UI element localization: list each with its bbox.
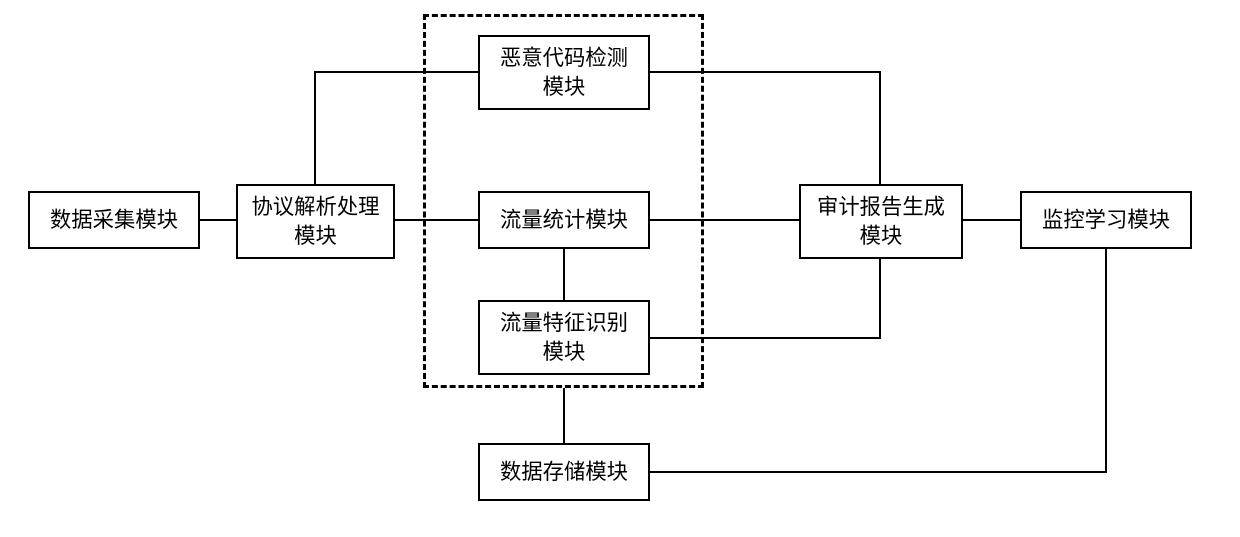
node-audit-report: 审计报告生成 模块 xyxy=(799,184,963,259)
node-traffic-stats: 流量统计模块 xyxy=(478,191,650,249)
node-label: 恶意代码检测 模块 xyxy=(500,44,628,102)
node-data-collection: 数据采集模块 xyxy=(28,191,200,249)
node-label: 协议解析处理 模块 xyxy=(252,193,380,251)
node-label: 数据采集模块 xyxy=(50,206,178,235)
node-protocol-parse: 协议解析处理 模块 xyxy=(236,184,395,259)
diagram-canvas: 数据采集模块 协议解析处理 模块 恶意代码检测 模块 流量统计模块 流量特征识别… xyxy=(0,0,1240,537)
node-label: 监控学习模块 xyxy=(1042,206,1170,235)
edge-n7-n8 xyxy=(650,249,1106,472)
node-data-store: 数据存储模块 xyxy=(478,443,650,501)
node-malware-detect: 恶意代码检测 模块 xyxy=(478,35,650,110)
node-label: 流量特征识别 模块 xyxy=(500,309,628,367)
node-label: 流量统计模块 xyxy=(500,206,628,235)
node-label: 审计报告生成 模块 xyxy=(817,193,945,251)
node-traffic-feature: 流量特征识别 模块 xyxy=(478,300,650,375)
node-label: 数据存储模块 xyxy=(500,458,628,487)
node-monitor-learn: 监控学习模块 xyxy=(1020,191,1192,249)
